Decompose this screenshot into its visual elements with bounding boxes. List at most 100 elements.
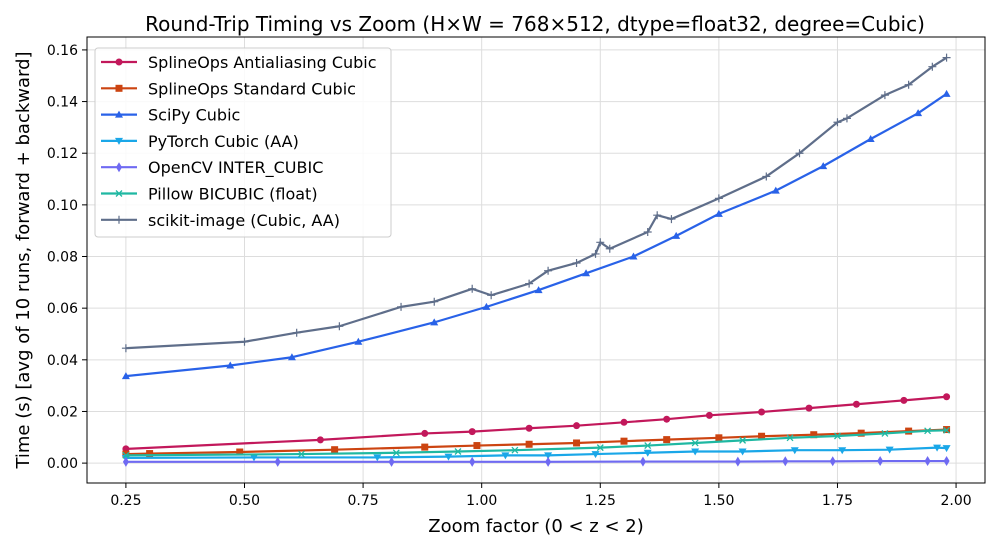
data-point <box>834 432 841 440</box>
y-tick-label: 0.04 <box>47 353 78 369</box>
legend-item: SplineOps Standard Cubic <box>101 79 356 98</box>
data-point <box>573 422 581 430</box>
data-point <box>620 437 628 445</box>
y-tick-label: 0.00 <box>47 456 78 472</box>
series-line <box>125 92 948 378</box>
legend-item: PyTorch Cubic (AA) <box>101 132 299 151</box>
grid <box>87 37 985 483</box>
data-point <box>786 434 794 442</box>
series-3 <box>121 444 951 462</box>
data-point <box>468 428 476 436</box>
data-point <box>115 215 123 224</box>
data-point <box>714 209 723 217</box>
data-point <box>274 456 281 467</box>
data-point <box>942 445 951 453</box>
legend-box <box>94 47 392 238</box>
y-tick-label: 0.08 <box>47 250 78 266</box>
data-point <box>605 244 614 253</box>
data-point <box>544 452 553 460</box>
legend-item: scikit-image (Cubic, AA) <box>101 211 340 230</box>
data-point <box>758 432 766 440</box>
data-point <box>249 454 258 462</box>
series-line <box>125 429 947 457</box>
data-point <box>762 172 771 181</box>
data-point <box>705 411 713 419</box>
data-point <box>292 328 301 337</box>
data-point <box>115 58 123 66</box>
data-point <box>335 322 344 331</box>
data-point <box>482 302 491 310</box>
legend-label: SplineOps Antialiasing Cubic <box>148 53 377 72</box>
series-4 <box>122 456 950 467</box>
data-point <box>643 227 652 236</box>
data-point <box>842 114 851 123</box>
y-tick-label: 0.12 <box>47 146 78 162</box>
legend: SplineOps Antialiasing Cubic SplineOps St… <box>94 47 392 238</box>
legend-item: OpenCV INTER_CUBIC <box>101 158 323 178</box>
data-point <box>715 434 723 442</box>
data-point <box>430 297 439 306</box>
series-line <box>125 459 947 463</box>
data-point <box>663 436 671 444</box>
data-point <box>829 456 836 467</box>
data-point <box>734 456 741 467</box>
data-point <box>511 446 519 454</box>
legend-label: scikit-image (Cubic, AA) <box>148 211 340 230</box>
data-point <box>121 372 130 380</box>
y-axis-label: Time (s) [avg of 10 runs, forward + back… <box>13 51 34 469</box>
data-point <box>643 449 652 457</box>
data-point <box>691 448 700 456</box>
x-tick-label: 2.00 <box>940 493 971 509</box>
data-point <box>714 194 723 203</box>
data-point <box>392 449 400 457</box>
data-point <box>885 446 894 454</box>
data-point <box>240 337 249 346</box>
data-point <box>487 291 496 300</box>
data-point <box>833 118 842 127</box>
x-tick-label: 1.50 <box>703 493 734 509</box>
data-point <box>942 89 951 97</box>
legend-item: SciPy Cubic <box>101 106 240 125</box>
data-point <box>544 266 553 275</box>
data-point <box>534 286 543 294</box>
series-line <box>125 395 947 451</box>
data-point <box>810 431 818 439</box>
series-6 <box>121 53 951 353</box>
data-point <box>115 137 123 145</box>
data-point <box>852 400 860 408</box>
x-tick-label: 0.75 <box>348 493 379 509</box>
data-point <box>904 80 913 89</box>
data-point <box>236 448 244 456</box>
series-line <box>125 428 947 456</box>
data-point <box>316 436 324 444</box>
data-point <box>739 436 747 444</box>
data-point <box>924 427 932 435</box>
data-point <box>573 439 581 447</box>
data-point <box>857 429 865 437</box>
legend-label: SplineOps Standard Cubic <box>148 79 356 98</box>
y-tick-label: 0.06 <box>47 301 78 317</box>
data-point <box>397 302 406 311</box>
data-point <box>473 442 481 450</box>
legend-label: PyTorch Cubic (AA) <box>148 132 299 151</box>
series-5 <box>122 426 951 459</box>
data-point <box>900 396 908 404</box>
data-point <box>115 110 123 118</box>
data-point <box>620 418 628 426</box>
data-point <box>943 456 950 467</box>
data-point <box>790 447 799 455</box>
x-tick-label: 0.50 <box>229 493 260 509</box>
data-point <box>525 440 533 448</box>
data-point <box>866 135 875 143</box>
data-point <box>663 415 671 423</box>
series-1 <box>122 426 951 458</box>
data-point <box>629 252 638 260</box>
data-point <box>454 448 462 455</box>
data-point <box>639 456 646 467</box>
data-point <box>572 258 581 267</box>
x-axis-label: Zoom factor (0 < z < 2) <box>428 516 644 537</box>
data-point <box>297 450 305 458</box>
x-tick-label: 1.75 <box>822 493 853 509</box>
data-point <box>122 451 130 459</box>
